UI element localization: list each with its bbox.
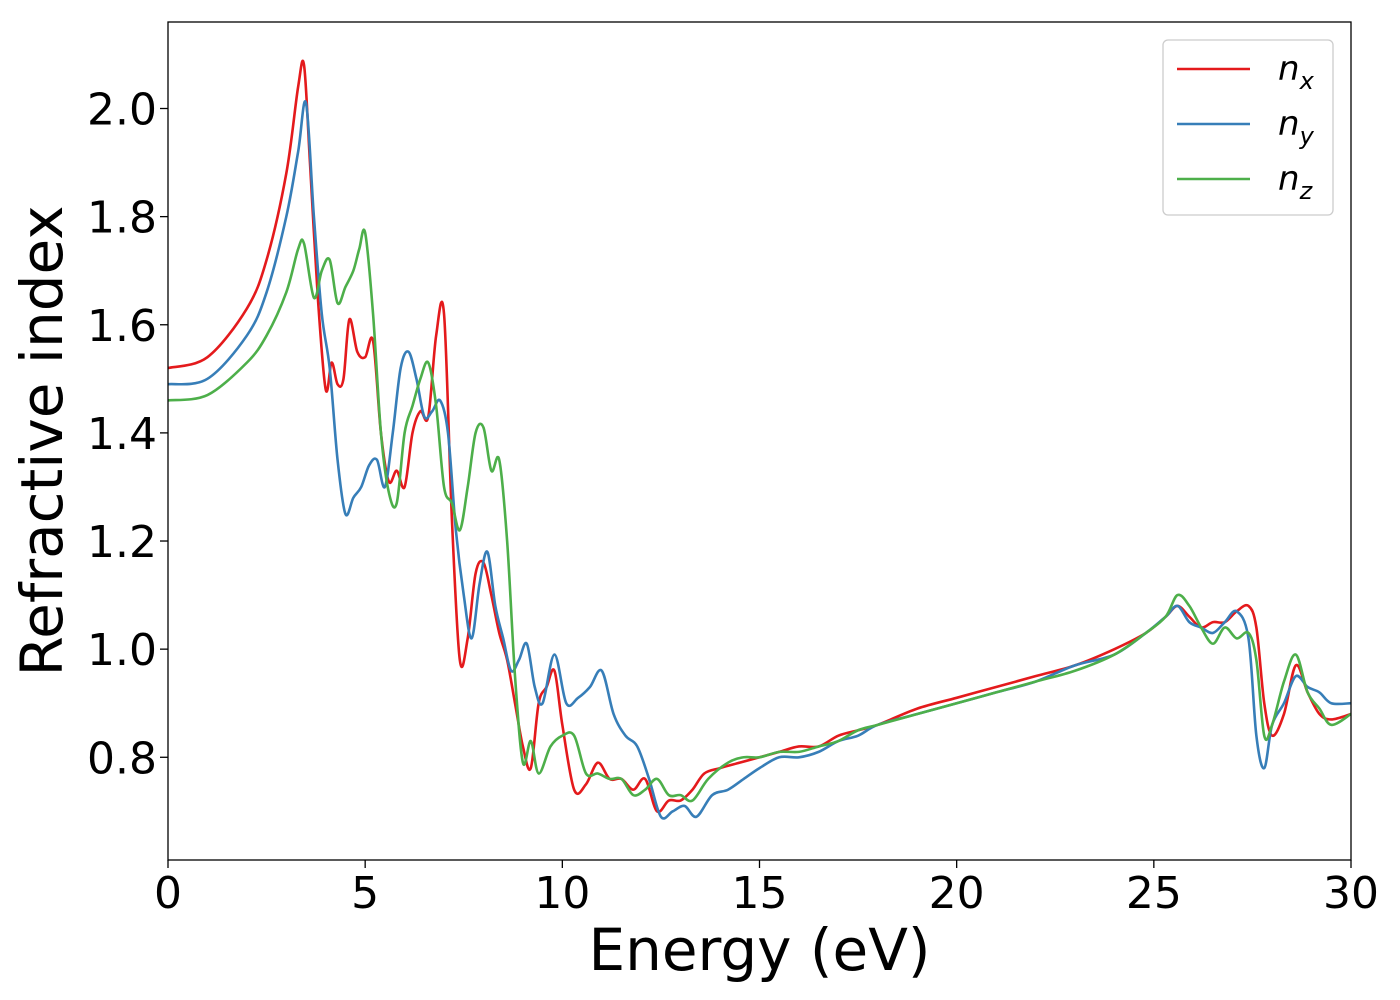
- y-tick-label: 1.4: [87, 409, 157, 460]
- plot-lines: [168, 59, 1351, 820]
- y-tick-label: 1.2: [87, 517, 157, 568]
- series-line-z: [168, 228, 1351, 803]
- legend-box: [1162, 39, 1334, 216]
- x-axis-ticks: 0 5 10 15 20 25 30: [154, 860, 1379, 919]
- y-tick-label: 0.8: [87, 733, 157, 784]
- y-axis-ticks: 0.8 1.0 1.2 1.4 1.6 1.8 2.0: [87, 85, 168, 784]
- legend-label-y: ny: [1278, 104, 1315, 150]
- x-tick-label: 30: [1323, 868, 1379, 919]
- x-tick-label: 20: [929, 868, 985, 919]
- x-axis-label: Energy (eV): [588, 916, 930, 984]
- legend-label-z: nz: [1278, 159, 1314, 205]
- y-tick-label: 1.6: [87, 301, 157, 352]
- y-tick-label: 1.0: [87, 625, 157, 676]
- legend-label-x: nx: [1278, 49, 1315, 95]
- legend: nx ny nz: [1162, 39, 1334, 216]
- x-tick-label: 0: [154, 868, 182, 919]
- y-axis-label: Refractive index: [8, 205, 76, 676]
- y-tick-label: 2.0: [87, 85, 157, 136]
- x-tick-label: 25: [1126, 868, 1182, 919]
- x-tick-label: 15: [732, 868, 788, 919]
- x-tick-label: 10: [534, 868, 590, 919]
- y-tick-label: 1.8: [87, 193, 157, 244]
- series-line-y: [168, 99, 1351, 820]
- x-tick-label: 5: [351, 868, 379, 919]
